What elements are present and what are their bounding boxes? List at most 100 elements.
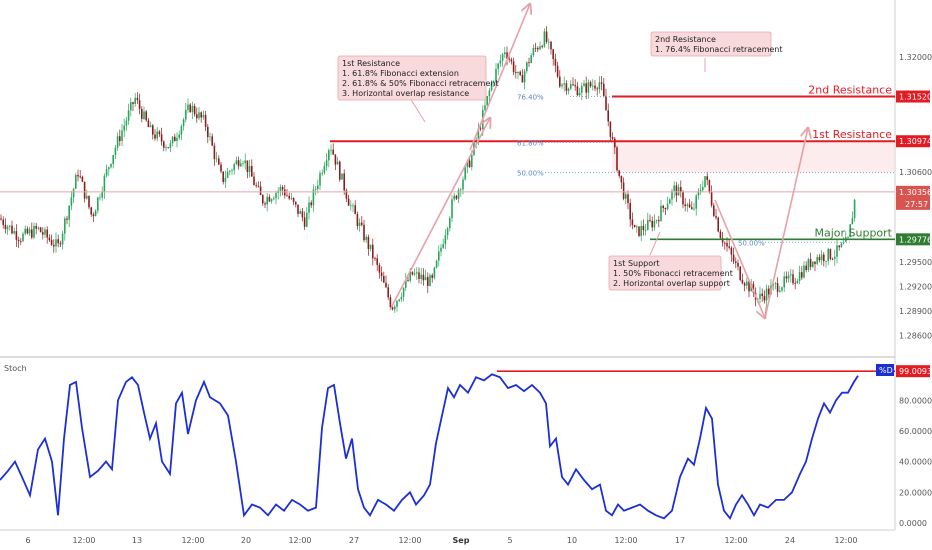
candle-body (805, 265, 807, 270)
candle-body (97, 197, 99, 211)
time-tick-label: Sep (453, 536, 470, 545)
candle-body (169, 143, 172, 149)
annotation-title: 1st Support (613, 259, 660, 268)
candle-body (717, 217, 719, 232)
time-axis: 6 12:00 13 12:00 20 12:00 27 12:00 Sep 5 12:00 10 12… (25, 536, 857, 545)
stoch-title: Stoch (4, 364, 27, 373)
candle-body (567, 88, 570, 91)
candle-body (383, 276, 385, 283)
candle-body (105, 169, 108, 176)
candle-body (295, 201, 297, 205)
candle-body (820, 254, 823, 261)
candle-body (449, 218, 451, 229)
candle-body (101, 192, 103, 198)
candle-body (352, 205, 354, 207)
candle-body (68, 205, 70, 220)
candle-body (345, 190, 348, 199)
candle-body (796, 280, 799, 284)
candle-body (284, 189, 286, 196)
candle-body (171, 136, 174, 144)
candle-body (614, 138, 616, 148)
annotation-line: 2. Horizontal overlap support (613, 279, 730, 288)
candle-body (479, 128, 482, 130)
candle-body (380, 272, 383, 277)
candle-body (823, 254, 825, 262)
candle-body (776, 283, 779, 292)
candle-body (424, 277, 427, 281)
candle-body (220, 164, 222, 172)
candle-body (523, 71, 526, 83)
candle-body (660, 205, 662, 222)
candle-body (165, 147, 167, 149)
candle-body (288, 195, 290, 199)
candle-body (270, 199, 273, 202)
candle-body (647, 219, 649, 230)
candle-body (86, 195, 88, 199)
candle-body (620, 175, 623, 183)
candle-body (790, 274, 792, 276)
current-price-tag-text: 1.30356 (899, 188, 932, 197)
candle-body (334, 154, 337, 165)
candle-body (13, 231, 15, 234)
candle-body (431, 275, 433, 278)
candle-body (59, 243, 62, 245)
level-label-1st-resistance: 1st Resistance (812, 128, 892, 141)
candle-body (642, 225, 645, 231)
candle-body (460, 189, 462, 191)
candle-body (726, 242, 728, 247)
candle-body (378, 264, 381, 273)
candle-body (182, 119, 185, 126)
candle-body (299, 211, 301, 214)
candle-body (510, 59, 513, 62)
candle-body (603, 83, 605, 96)
annotation-line: 2. 61.8% & 50% Fibonacci retracement (342, 79, 499, 88)
candle-body (653, 220, 656, 228)
candle-body (675, 185, 678, 196)
time-tick-label: 12:00 (288, 536, 311, 545)
candle-body (198, 112, 200, 119)
candle-body (499, 60, 502, 64)
candle-body (420, 274, 422, 279)
candle-body (6, 226, 9, 230)
candle-body (286, 195, 288, 197)
fib-label-61: 61.80% (517, 139, 544, 147)
candle-body (748, 281, 750, 292)
candle-body (314, 189, 317, 190)
candle-body (486, 96, 488, 106)
candle-body (627, 194, 629, 204)
candle-body (851, 218, 854, 225)
price-tags: 1.31520 1.30974 1.29776 1.30356 27:57 (896, 90, 932, 246)
candle-body (598, 82, 601, 90)
candle-body (768, 288, 770, 295)
candle-body (682, 191, 684, 205)
candle-body (226, 171, 229, 178)
candle-body (807, 259, 810, 270)
candle-body (840, 243, 843, 248)
candle-body (658, 220, 660, 222)
candle-body (174, 136, 176, 142)
candle-body (413, 273, 416, 275)
candle-body (829, 248, 832, 259)
candle-body (710, 191, 713, 206)
candle-body (35, 225, 37, 229)
candle-body (387, 287, 389, 298)
candle-body (339, 161, 341, 180)
candle-body (814, 261, 816, 264)
candle-body (715, 215, 717, 218)
candle-body (732, 254, 735, 262)
stoch-tick-label: 0.0000 (899, 519, 927, 528)
candle-body (686, 204, 689, 207)
candle-body (719, 231, 722, 239)
candle-body (222, 171, 224, 182)
annotation-title: 1st Resistance (342, 59, 400, 68)
candle-body (389, 297, 392, 308)
candle-body (218, 158, 220, 165)
candle-body (114, 147, 117, 156)
candle-body (743, 283, 746, 286)
candle-body (136, 97, 139, 101)
candle-body (704, 176, 706, 187)
candle-body (248, 166, 251, 173)
candle-body (336, 161, 339, 165)
annotation-line: 1. 61.8% Fibonacci extension (342, 69, 459, 78)
stoch-axis: 0.0000 20.0000 40.0000 60.0000 80.0000 (899, 396, 932, 528)
